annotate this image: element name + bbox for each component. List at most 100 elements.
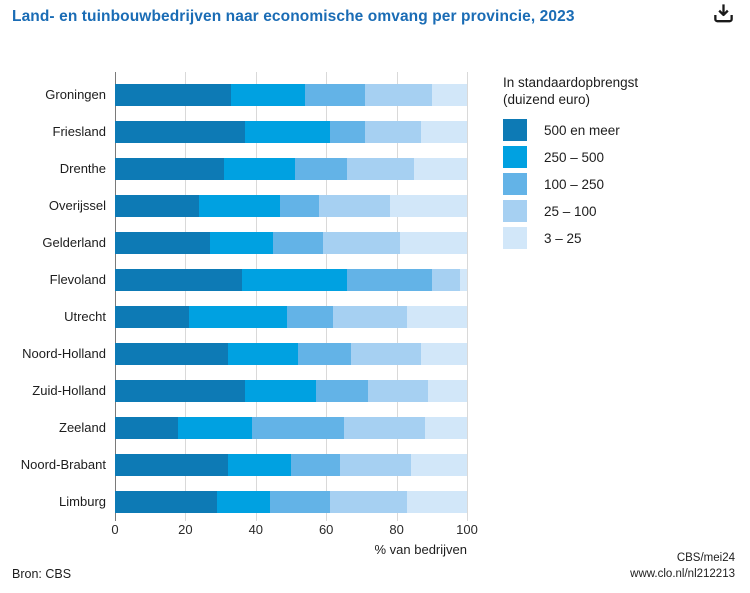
y-axis-label: Noord-Holland [22,346,106,361]
bar-segment [333,306,408,328]
source-text: Bron: CBS [12,567,72,581]
bar-segment [364,84,432,106]
bar-segment [407,306,467,328]
gridline [326,72,328,521]
y-axis-label: Zeeland [59,420,106,435]
bar-row [115,121,467,143]
bar-segment [329,121,365,143]
bar-segment [298,343,351,365]
legend-item: 500 en meer [503,119,743,141]
bar-segment [115,269,242,291]
bar-segment [340,454,411,476]
bar-segment [199,195,281,217]
y-axis-label: Noord-Brabant [20,457,106,472]
legend-label: 25 – 100 [544,203,597,219]
legend-swatch [503,200,527,222]
legend-label: 250 – 500 [544,149,605,165]
download-icon[interactable] [712,2,735,25]
y-axis-label: Overijssel [48,198,106,213]
y-axis-label: Utrecht [64,309,106,324]
bar-segment [115,343,228,365]
bar-segment [407,491,467,513]
bar-row [115,269,467,291]
bar-row [115,417,467,439]
bar-segment [115,158,225,180]
legend-item: 25 – 100 [503,200,743,222]
bar-segment [231,84,306,106]
bar-segment [115,84,232,106]
bar-segment [414,158,467,180]
bar-row [115,380,467,402]
bar-segment [115,417,179,439]
bar-segment [115,454,228,476]
legend-label: 500 en meer [544,122,620,138]
bar-segment [431,84,467,106]
credit-text: CBS/mei24 [676,552,735,564]
bar-segment [178,417,253,439]
bar-segment [273,232,323,254]
y-axis-label: Gelderland [42,235,106,250]
bar-segment [227,343,299,365]
y-axis-label: Limburg [59,494,106,509]
bar-segment [115,195,200,217]
bar-segment [290,454,341,476]
credits: CBS/mei24 www.clo.nl/nl212213 [630,551,735,582]
bar-segment [294,158,348,180]
gridline [185,72,187,521]
x-tick-label: 40 [248,522,264,537]
bar-segment [115,232,211,254]
legend-swatch [503,146,527,168]
bar-segment [269,491,330,513]
bar-segment [400,232,467,254]
bar-segment [364,121,422,143]
bar-row [115,158,467,180]
bar-row [115,491,467,513]
y-axis-label: Zuid-Holland [32,383,106,398]
bar-row [115,454,467,476]
gridline [255,72,257,521]
bar-row [115,232,467,254]
bar-segment [421,121,467,143]
x-tick-label: 100 [456,522,478,537]
bar-segment [350,343,422,365]
bar-row [115,195,467,217]
bar-segment [319,195,390,217]
bar-segment [188,306,288,328]
axis-line [115,72,116,521]
bar-segment [210,232,274,254]
x-tick-label: 80 [389,522,404,537]
y-axis-label: Groningen [45,87,106,102]
bar-segment [322,232,401,254]
bar-segment [115,306,189,328]
bar-row [115,84,467,106]
footer-url[interactable]: www.clo.nl/nl212213 [630,567,735,580]
legend-swatch [503,173,527,195]
bar-segment [329,491,408,513]
bar-row [115,306,467,328]
bar-segment [459,269,467,291]
bar-segment [217,491,270,513]
legend-label: 3 – 25 [544,230,582,246]
x-tick-label: 60 [318,522,334,537]
bar-segment [389,195,467,217]
legend-title-line2: (duizend euro) [503,92,591,107]
bar-segment [428,380,467,402]
bar-chart [115,72,468,521]
x-tick-label: 0 [111,522,119,537]
bar-segment [343,417,425,439]
bar-segment [252,417,344,439]
y-axis-label: Friesland [52,124,106,139]
bar-segment [115,491,218,513]
bar-segment [424,417,467,439]
x-tick-label: 20 [178,522,193,537]
bar-segment [315,380,369,402]
legend-title-line1: In standaardopbrengst [503,75,639,90]
y-axis-label: Drenthe [59,161,106,176]
bar-segment [241,269,348,291]
download-icon-glyph [714,4,733,23]
gridline [396,72,398,521]
legend-swatch [503,227,527,249]
legend-items: 500 en meer 250 – 500 100 – 250 25 – 100 3 –… [503,119,743,249]
legend-swatch [503,119,527,141]
bar-segment [115,121,246,143]
